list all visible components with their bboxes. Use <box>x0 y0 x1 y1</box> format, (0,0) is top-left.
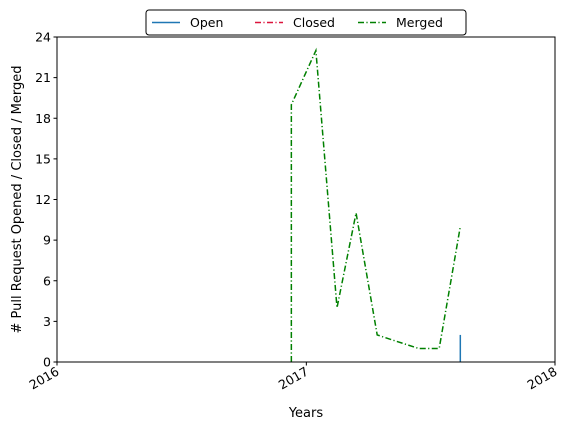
x-axis: 2016 2017 2018 <box>26 362 560 393</box>
x-axis-label: Years <box>288 406 324 421</box>
y-tick-label: 18 <box>35 111 51 126</box>
y-tick-label: 21 <box>35 70 51 85</box>
x-tick-label: 2018 <box>524 364 559 393</box>
y-axis-label: # Pull Request Opened / Closed / Merged <box>10 66 25 334</box>
legend-box <box>145 9 467 36</box>
legend: Open Closed Merged <box>145 9 467 36</box>
legend-label-open: Open <box>190 15 223 30</box>
plot-marks <box>290 47 462 362</box>
y-tick-label: 6 <box>43 273 51 288</box>
y-tick-label: 15 <box>35 151 51 166</box>
x-tick-label: 2017 <box>276 364 311 393</box>
y-tick-label: 9 <box>43 233 51 248</box>
y-axis: 0 3 6 9 12 15 18 21 24 <box>35 30 57 370</box>
y-tick-label: 12 <box>35 192 51 207</box>
y-tick-label: 3 <box>43 314 51 329</box>
plot-frame <box>56 36 556 363</box>
series-line-merged <box>290 47 462 362</box>
y-tick-label: 24 <box>35 30 51 45</box>
legend-label-merged: Merged <box>396 15 443 30</box>
legend-label-closed: Closed <box>293 15 335 30</box>
y-tick-label: 0 <box>43 355 51 370</box>
